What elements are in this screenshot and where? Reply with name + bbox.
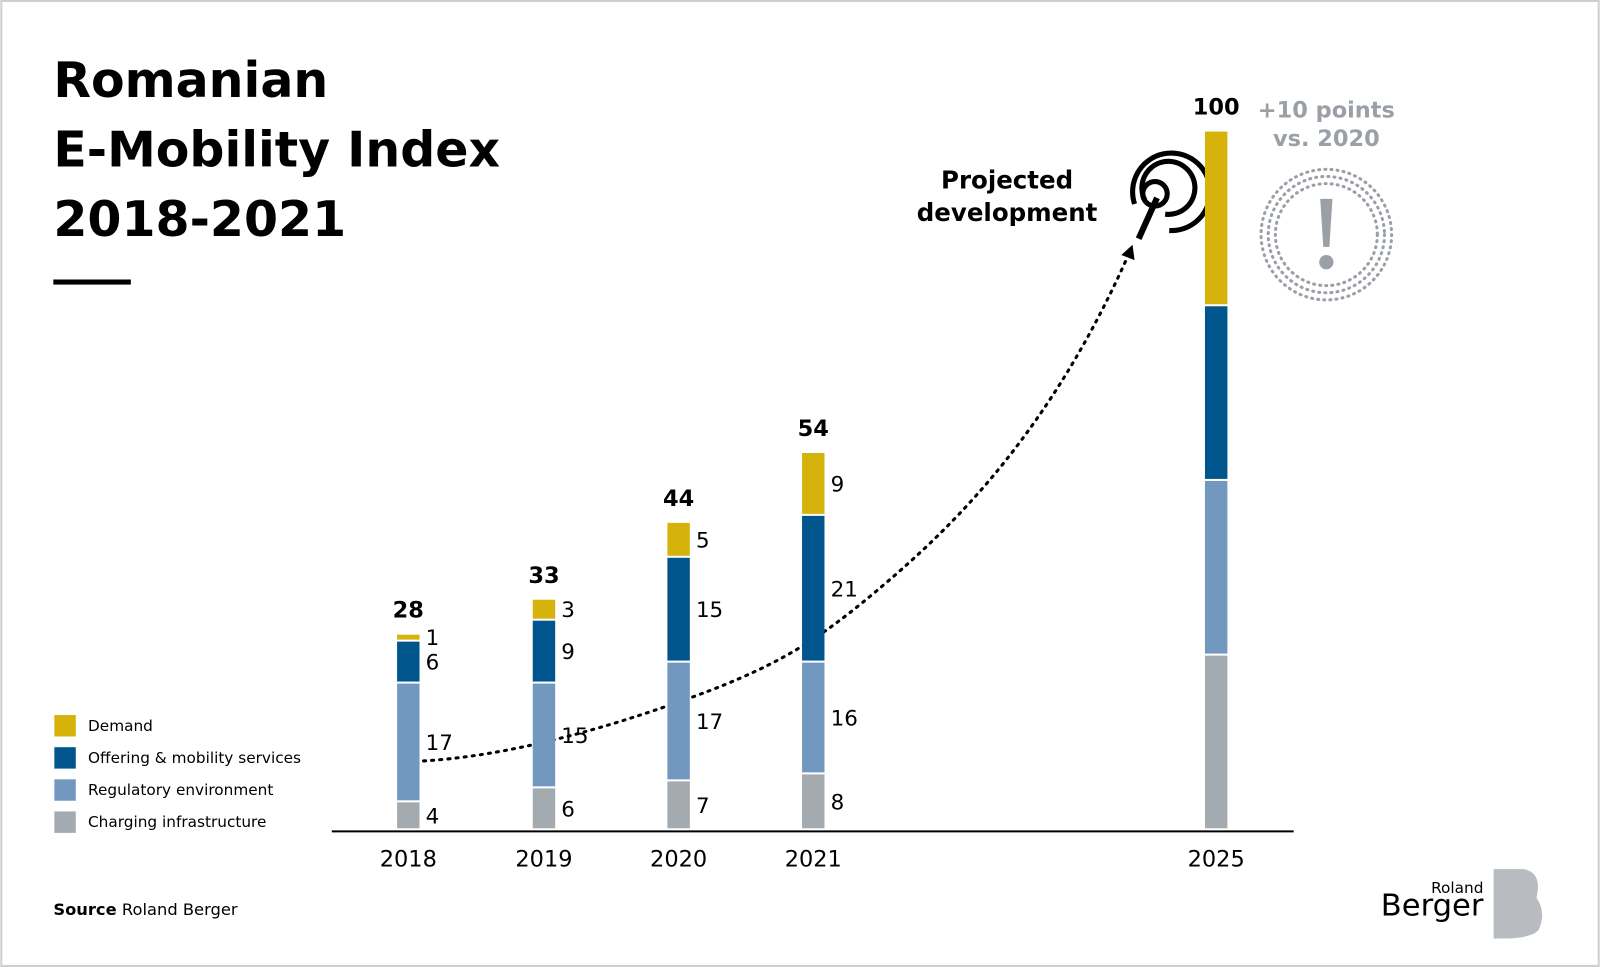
callout: +10 points vs. 2020 [1258,98,1395,153]
title-line: E-Mobility Index [53,122,500,179]
total-label: 28 [393,598,424,624]
bar-segment [397,683,420,801]
total-label: 100 [1193,95,1240,121]
legend-label: Offering & mobility services [88,749,301,767]
bar-segment [667,781,690,829]
projection-arrow [1121,244,1135,261]
value-label: 4 [426,804,440,829]
bar-segment [667,557,690,661]
bar-segment [532,599,556,619]
source-label: Source [53,899,116,918]
callout-line: vs. 2020 [1273,126,1380,152]
bar-segment [802,453,825,514]
legend-label: Demand [88,717,153,735]
title-line: Romanian [53,52,328,109]
x-tick-label: 2018 [380,846,437,872]
annotation: Projected development [917,166,1098,228]
bar-segment [1204,655,1228,829]
bar-segment [397,641,420,682]
value-label: 3 [561,598,575,623]
source: Source Roland Berger [53,899,238,918]
source-text: Roland Berger [122,899,238,918]
bar-segment [532,620,556,682]
projection-curve [422,255,1129,763]
x-tick-label: 2021 [785,846,842,872]
logo: Roland Berger [1381,869,1543,939]
bar-segment [667,662,690,780]
legend-swatch [54,811,76,833]
value-label: 6 [561,797,575,822]
legend-label: Charging infrastructure [88,813,266,831]
legend-swatch [54,779,76,801]
value-label: 5 [696,528,710,553]
value-label: 16 [831,707,858,732]
bar-segment [802,774,825,829]
bar-segment [667,522,690,556]
total-label: 54 [798,416,829,442]
value-label: 8 [831,790,845,815]
logo-line: Roland [1431,879,1483,897]
value-label: 9 [831,472,845,497]
x-tick-label: 2019 [515,846,572,872]
value-label: 17 [696,710,723,735]
value-label: 21 [831,577,858,602]
legend-label: Regulatory environment [88,781,273,799]
legend-swatch [54,747,76,769]
target-icon [1130,150,1213,240]
value-label: 1 [426,626,440,651]
bar-segment [532,683,556,787]
callout-line: +10 points [1258,98,1395,124]
bar-segment [802,662,825,773]
annotation-line: development [917,198,1098,227]
value-label: 17 [426,731,453,756]
bar-segment [397,802,420,829]
title-line: 2018-2021 [53,191,346,248]
total-label: 44 [663,486,694,512]
x-tick-label: 2025 [1188,846,1245,872]
alert-icon [1259,167,1394,302]
value-label: 6 [426,651,440,676]
bar-segment [1204,480,1228,654]
bar-segment [1204,306,1228,479]
x-tick-label: 2020 [650,846,707,872]
title: Romanian E-Mobility Index 2018-2021 [53,52,500,248]
logo-mark [1493,869,1543,939]
value-label: 15 [561,724,588,749]
value-label: 7 [696,794,710,819]
title-rule [53,279,131,285]
bar-segment [397,634,420,640]
total-label: 33 [528,563,559,589]
bar-segment [532,788,556,829]
bar-segment [1204,131,1228,305]
logo-line: Berger [1381,888,1484,923]
bar-segment [802,515,825,661]
annotation-line: Projected [941,166,1073,195]
value-label: 9 [561,640,575,665]
value-label: 15 [696,598,723,623]
legend-swatch [54,715,76,737]
